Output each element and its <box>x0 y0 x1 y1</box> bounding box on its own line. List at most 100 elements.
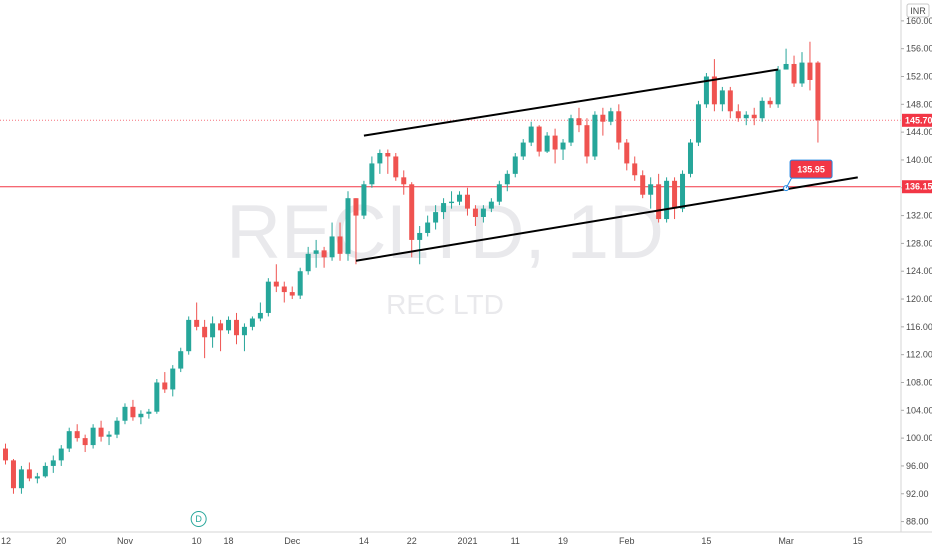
candle[interactable] <box>178 347 184 373</box>
candle[interactable] <box>138 410 144 425</box>
candle[interactable] <box>3 443 8 465</box>
candle[interactable] <box>680 170 686 213</box>
price-note-box[interactable] <box>789 159 833 179</box>
candle[interactable] <box>106 431 112 446</box>
currency-badge[interactable] <box>906 3 930 18</box>
lower-channel-trendline[interactable] <box>355 176 858 262</box>
candle[interactable] <box>600 107 606 136</box>
candle[interactable] <box>512 152 518 178</box>
candle[interactable] <box>616 104 622 150</box>
candle[interactable] <box>711 59 717 112</box>
candle[interactable] <box>210 316 216 348</box>
candle[interactable] <box>457 191 463 206</box>
candle[interactable] <box>42 462 48 478</box>
candle[interactable] <box>608 107 614 126</box>
candle[interactable] <box>186 316 192 355</box>
candle[interactable] <box>146 408 152 419</box>
candle[interactable] <box>799 52 805 87</box>
candle[interactable] <box>496 180 502 206</box>
candle[interactable] <box>82 434 88 453</box>
candle[interactable] <box>98 420 104 442</box>
candle[interactable] <box>345 191 351 261</box>
candle[interactable] <box>393 152 399 181</box>
candle[interactable] <box>297 267 303 300</box>
candle[interactable] <box>226 316 232 334</box>
candle[interactable] <box>449 191 455 209</box>
candle[interactable] <box>162 372 168 393</box>
candle[interactable] <box>576 107 582 133</box>
candle[interactable] <box>281 281 287 303</box>
candle[interactable] <box>648 177 654 209</box>
candle[interactable] <box>353 198 359 265</box>
candle[interactable] <box>122 403 128 425</box>
candle[interactable] <box>775 66 781 108</box>
candle[interactable] <box>90 424 96 449</box>
candle[interactable] <box>767 97 773 108</box>
candle[interactable] <box>504 170 510 192</box>
candle[interactable] <box>10 458 16 494</box>
candle[interactable] <box>743 111 749 126</box>
candle[interactable] <box>34 472 40 484</box>
candle[interactable] <box>130 399 136 421</box>
candle[interactable] <box>464 187 470 216</box>
candle[interactable] <box>488 198 494 213</box>
candle[interactable] <box>249 316 255 331</box>
candle[interactable] <box>560 139 566 160</box>
candle[interactable] <box>472 205 478 227</box>
candle[interactable] <box>50 455 56 473</box>
candle[interactable] <box>536 125 542 157</box>
candle[interactable] <box>528 121 534 147</box>
candle[interactable] <box>751 107 757 126</box>
candle[interactable] <box>170 365 176 397</box>
candle[interactable] <box>154 379 160 414</box>
candle[interactable] <box>672 177 678 220</box>
candle[interactable] <box>568 114 574 147</box>
candle[interactable] <box>656 173 662 223</box>
candle[interactable] <box>640 170 646 199</box>
candle[interactable] <box>18 465 24 494</box>
candle[interactable] <box>233 312 239 345</box>
candle[interactable] <box>520 139 526 160</box>
candle[interactable] <box>265 278 271 317</box>
candle[interactable] <box>337 222 343 261</box>
candle[interactable] <box>759 97 765 122</box>
candle[interactable] <box>26 462 32 482</box>
candle[interactable] <box>632 156 638 181</box>
candle[interactable] <box>695 100 701 147</box>
candle[interactable] <box>441 198 447 220</box>
candle[interactable] <box>66 427 72 453</box>
candle[interactable] <box>719 86 725 112</box>
candle[interactable] <box>361 180 367 220</box>
upper-channel-trendline[interactable] <box>363 68 779 137</box>
candle[interactable] <box>218 319 224 352</box>
candle[interactable] <box>241 323 247 352</box>
candle[interactable] <box>257 302 263 322</box>
dividend-marker[interactable] <box>190 511 207 527</box>
candle[interactable] <box>74 424 80 442</box>
candle[interactable] <box>703 73 709 108</box>
candle[interactable] <box>807 41 813 91</box>
candle[interactable] <box>409 182 415 258</box>
candle[interactable] <box>687 139 693 178</box>
candle[interactable] <box>114 417 120 439</box>
candle[interactable] <box>305 246 311 275</box>
candle[interactable] <box>273 264 279 293</box>
candle[interactable] <box>401 170 407 195</box>
candle[interactable] <box>664 177 670 223</box>
candle[interactable] <box>552 128 558 164</box>
candle[interactable] <box>321 246 327 268</box>
candle[interactable] <box>313 239 319 268</box>
candle[interactable] <box>202 319 208 359</box>
candle[interactable] <box>58 445 64 466</box>
candle[interactable] <box>815 61 821 143</box>
candle[interactable] <box>385 149 391 174</box>
candle[interactable] <box>735 104 741 122</box>
candle[interactable] <box>377 149 383 174</box>
candle[interactable] <box>369 156 375 188</box>
candle[interactable] <box>425 215 431 237</box>
candle[interactable] <box>194 302 200 331</box>
candle[interactable] <box>624 139 630 171</box>
candle[interactable] <box>727 86 733 119</box>
